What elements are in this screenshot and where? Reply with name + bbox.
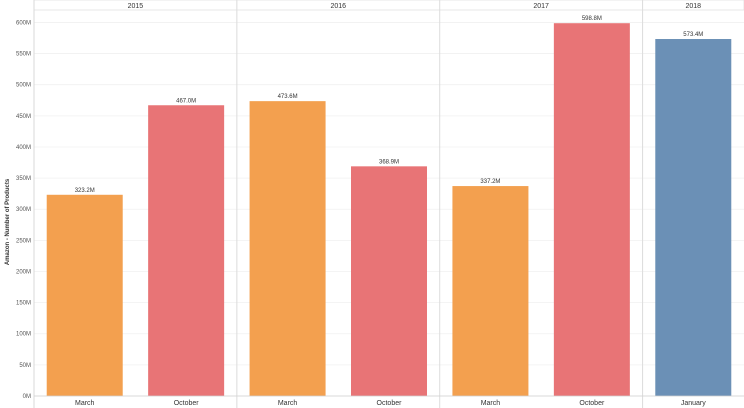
y-tick-label: 50M: [19, 363, 31, 369]
bar: [553, 23, 630, 397]
bar: [655, 39, 732, 396]
y-tick-label: 550M: [16, 52, 31, 58]
year-header-label: 2015: [128, 3, 144, 10]
bar: [452, 186, 529, 396]
x-category-label: October: [579, 400, 605, 407]
x-category-label: March: [75, 400, 95, 407]
y-tick-label: 150M: [16, 301, 31, 307]
y-tick-label: 200M: [16, 269, 31, 275]
bar-value-label: 573.4M: [683, 32, 703, 38]
bar-value-label: 473.6M: [278, 94, 298, 100]
x-category-label: March: [278, 400, 298, 407]
y-axis: 0M 50M 100M 150M 200M 250M 300M 350M 400M 450M 500…: [16, 0, 744, 408]
x-category-label: October: [377, 400, 403, 407]
bar-value-label: 323.2M: [75, 188, 95, 194]
bars: 323.2M 467.0M 473.6M 368.9M 337.2M 598.8M 573.…: [46, 16, 732, 397]
year-header-label: 2016: [330, 3, 346, 10]
y-tick-label: 600M: [16, 20, 31, 26]
bar-value-label: 467.0M: [176, 98, 196, 104]
bar: [148, 105, 225, 397]
bar: [249, 101, 326, 396]
bar-value-label: 368.9M: [379, 159, 399, 165]
y-tick-label: 500M: [16, 83, 31, 89]
y-tick-label: 450M: [16, 114, 31, 120]
x-category-label: October: [174, 400, 200, 407]
y-tick-label: 100M: [16, 332, 31, 338]
y-axis-title: Amazon - Number of Products: [5, 178, 11, 265]
y-tick-label: 300M: [16, 207, 31, 213]
year-header-label: 2018: [685, 3, 701, 10]
y-tick-label: 0M: [23, 394, 31, 400]
bar: [46, 194, 123, 396]
x-category-label: March: [481, 400, 501, 407]
year-header-label: 2017: [533, 3, 549, 10]
bar: [351, 166, 427, 396]
bar-value-label: 337.2M: [480, 179, 500, 185]
y-tick-label: 250M: [16, 238, 31, 244]
y-tick-label: 350M: [16, 176, 31, 182]
x-category-label: January: [681, 400, 706, 407]
y-tick-label: 400M: [16, 145, 31, 151]
bar-value-label: 598.8M: [582, 16, 602, 22]
